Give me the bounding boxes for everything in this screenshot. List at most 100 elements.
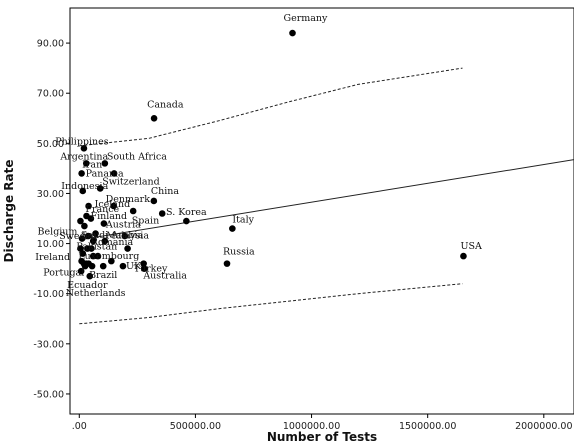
data-point xyxy=(79,250,87,257)
point-label: Australia xyxy=(142,271,187,282)
x-axis-title: Number of Tests xyxy=(267,430,377,444)
point-label: Iceland xyxy=(95,199,131,210)
data-point xyxy=(86,272,94,280)
data-point xyxy=(110,202,117,210)
data-point xyxy=(82,160,90,167)
data-point xyxy=(223,260,231,267)
point-label: Italy xyxy=(232,215,254,226)
point-label: Ecuador xyxy=(67,280,108,291)
data-point xyxy=(78,235,86,242)
data-point xyxy=(80,145,88,152)
y-tick-label: -30.00 xyxy=(33,339,64,350)
x-tick-label: 1500000.00 xyxy=(399,421,456,432)
y-axis-title: Discharge Rate xyxy=(2,159,16,262)
point-label: S. Korea xyxy=(166,207,207,218)
point-label: Sweden xyxy=(59,231,97,242)
point-label: USA xyxy=(460,241,482,252)
x-tick-label: 1000000.00 xyxy=(283,421,340,432)
point-label: Netherlands xyxy=(66,288,126,299)
point-label: Denmark xyxy=(106,194,151,205)
point-label: Luxembourg xyxy=(78,251,139,262)
point-label: Philippines xyxy=(55,136,109,147)
x-tick-label: 2000000.00 xyxy=(515,421,572,432)
point-label: Argentina xyxy=(59,151,108,162)
data-point xyxy=(129,207,137,215)
data-point xyxy=(88,262,96,270)
data-point xyxy=(81,222,88,230)
fit-line xyxy=(79,159,574,241)
point-label: Switzerland xyxy=(102,176,160,187)
data-point xyxy=(84,245,91,252)
data-point xyxy=(183,217,190,225)
data-point xyxy=(77,217,84,225)
point-label: Iran xyxy=(82,159,102,170)
point-label: Ireland xyxy=(35,252,70,263)
y-tick-label: 10.00 xyxy=(37,239,64,250)
data-point xyxy=(150,114,158,122)
point-label: Brazil xyxy=(89,270,117,281)
data-point xyxy=(94,252,102,260)
confidence-band xyxy=(79,67,463,325)
data-point xyxy=(77,245,84,252)
point-label: South Africa xyxy=(107,151,167,162)
data-point xyxy=(101,160,109,167)
data-point xyxy=(140,260,147,267)
data-point xyxy=(78,170,85,177)
point-label: Saudi Arabia xyxy=(81,230,144,241)
point-label: Austria xyxy=(105,220,141,231)
x-tick-label: .00 xyxy=(72,421,87,432)
point-label: France xyxy=(85,204,119,215)
point-label: Spain xyxy=(132,216,159,227)
data-point xyxy=(110,170,118,177)
point-label: Indonesia xyxy=(61,181,108,192)
point-label: Canada xyxy=(147,99,184,110)
y-tick-label: -10.00 xyxy=(33,289,64,300)
data-point xyxy=(229,225,236,232)
data-point xyxy=(85,202,92,210)
data-point xyxy=(96,185,104,192)
y-tick-label: 90.00 xyxy=(37,39,64,50)
data-point xyxy=(89,252,97,260)
data-point xyxy=(79,187,87,195)
y-tick-label: 30.00 xyxy=(37,189,64,200)
data-point xyxy=(99,262,107,270)
data-point xyxy=(87,215,95,222)
point-label: Russia xyxy=(223,247,255,258)
data-point xyxy=(92,230,99,237)
confidence-upper-line xyxy=(79,67,463,147)
data-point xyxy=(124,245,131,252)
data-point xyxy=(121,232,129,240)
point-label: Portugal xyxy=(43,268,84,279)
data-point xyxy=(77,267,85,275)
data-point xyxy=(158,210,166,217)
data-point xyxy=(141,265,148,272)
y-tick-label: -50.00 xyxy=(33,389,64,400)
point-label: China xyxy=(151,186,180,197)
data-point xyxy=(100,220,108,227)
y-tick-label: 70.00 xyxy=(37,89,64,100)
point-label: UK xyxy=(126,261,142,272)
y-axis: -50.00 -30.00 -10.00 10.00 30.00 50.00 70.00 90… xyxy=(33,39,70,400)
point-label: Panama xyxy=(86,168,124,179)
data-point xyxy=(89,237,97,245)
y-tick-label: 50.00 xyxy=(37,139,64,150)
data-point xyxy=(101,237,109,245)
point-label: Malaysia xyxy=(106,231,149,242)
data-point xyxy=(84,232,92,240)
data-point xyxy=(289,29,296,37)
fit-line-path xyxy=(79,159,574,241)
x-tick-label: 500000.00 xyxy=(170,421,221,432)
point-label: Finland xyxy=(90,211,127,222)
point-label: Pakistan xyxy=(76,242,117,253)
point-label: Belgium xyxy=(38,227,78,238)
data-point xyxy=(119,262,127,270)
plot-frame xyxy=(69,7,574,415)
data-points xyxy=(77,29,467,280)
data-point xyxy=(108,257,115,265)
x-axis: .00 500000.00 1000000.00 1500000.00 2000000.… xyxy=(72,414,573,432)
point-label: Turkey xyxy=(134,264,168,275)
point-label: Germany xyxy=(284,13,329,24)
point-label: Romania xyxy=(91,237,134,248)
